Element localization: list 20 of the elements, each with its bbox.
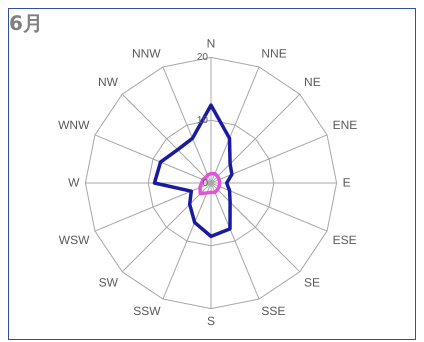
y-tick-label: 20	[196, 52, 208, 64]
spoke-label: SE	[304, 276, 320, 290]
spoke-label: NE	[304, 75, 321, 90]
spoke-label: NW	[98, 75, 119, 90]
spoke-label: NNE	[261, 46, 287, 61]
spoke-label: E	[342, 175, 351, 190]
spoke-label: ESE	[332, 232, 357, 247]
spoke-label: W	[68, 175, 80, 190]
spoke-label: SW	[98, 276, 119, 290]
spoke-label: N	[206, 36, 216, 51]
spoke-label: S	[206, 314, 216, 328]
y-tick-label: 0	[202, 178, 208, 189]
y-tick-label: 10	[196, 114, 208, 126]
spoke-label: ENE	[332, 118, 358, 132]
chart-title: 6月	[9, 11, 43, 36]
spoke-label: NNW	[132, 46, 162, 61]
spoke-label: SSW	[133, 304, 162, 318]
spoke-label: SSE	[261, 304, 286, 318]
spoke-label: WSW	[58, 232, 90, 247]
spoke-label: WNW	[58, 118, 90, 132]
